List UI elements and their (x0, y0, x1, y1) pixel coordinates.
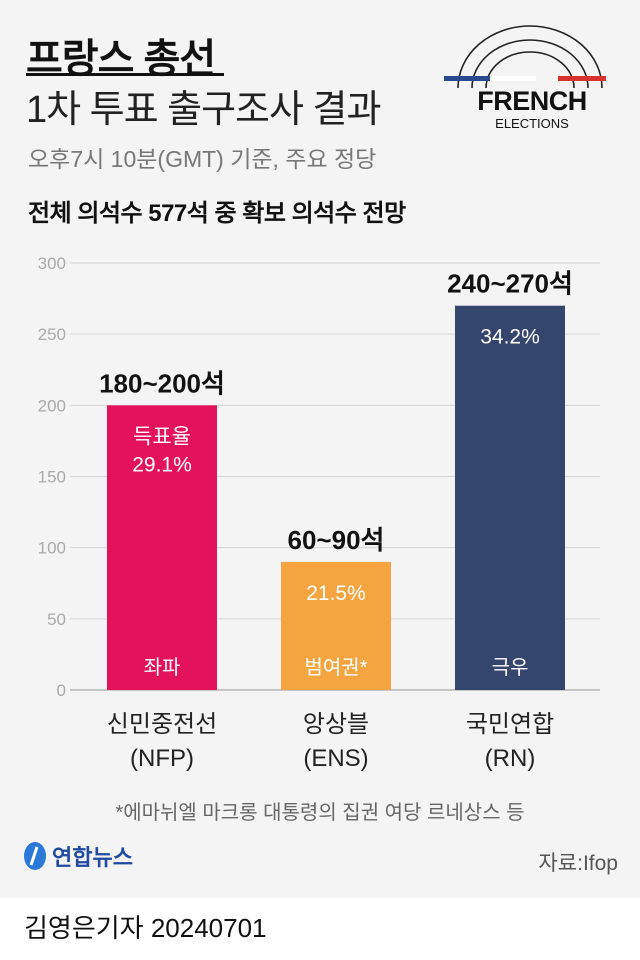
category-code: (RN) (485, 745, 536, 772)
logo-text-french: FRENCH (477, 86, 587, 116)
bloc-label: 범여권* (305, 656, 368, 679)
bloc-label: 극우 (492, 657, 529, 679)
vote-share-label: 29.1% (132, 453, 192, 476)
subtitle: 오후7시 10분(GMT) 기준, 주요 정당 (28, 146, 377, 172)
vote-share-label: 21.5% (306, 582, 366, 605)
bloc-label: 좌파 (144, 656, 181, 679)
category-code: (NFP) (130, 745, 194, 772)
category-label: 국민연합 (466, 711, 554, 738)
range-label: 60~90석 (288, 525, 385, 555)
logo-text-elections: ELECTIONS (495, 116, 569, 131)
range-label: 240~270석 (447, 269, 573, 299)
range-label: 180~200석 (99, 368, 225, 398)
source: 자료:Ifop (538, 852, 618, 875)
bar-1 (281, 561, 391, 690)
y-tick-label: 0 (57, 681, 66, 700)
bar-2 (455, 305, 565, 690)
y-tick-label: 100 (38, 539, 66, 558)
y-tick-label: 150 (38, 468, 66, 487)
footnote: *에마뉘엘 마크롱 대통령의 집권 여당 르네상스 등 (115, 802, 525, 824)
title-underline (26, 73, 224, 76)
title-line2: 1차 투표 출구조사 결과 (26, 89, 381, 131)
y-tick-label: 200 (38, 396, 66, 415)
french-elections-logo (444, 25, 606, 89)
category-code: (ENS) (303, 745, 368, 772)
vote-share-label: 34.2% (480, 326, 540, 349)
brand-name: 연합뉴스 (52, 845, 133, 870)
category-label: 앙상블 (303, 711, 369, 738)
vote-share-caption: 득표율 (133, 425, 191, 448)
byline: 김영은기자 20240701 (24, 913, 267, 943)
y-tick-label: 300 (38, 254, 66, 273)
bar-0 (107, 405, 217, 690)
y-tick-label: 50 (47, 610, 66, 629)
chart-title: 전체 의석수 577석 중 확보 의석수 전망 (28, 200, 406, 227)
category-label: 신민중전선 (107, 711, 217, 738)
yonhap-logo: 연합뉴스 (22, 840, 133, 872)
y-tick-label: 250 (38, 325, 66, 344)
yonhap-globe-icon (24, 842, 46, 870)
